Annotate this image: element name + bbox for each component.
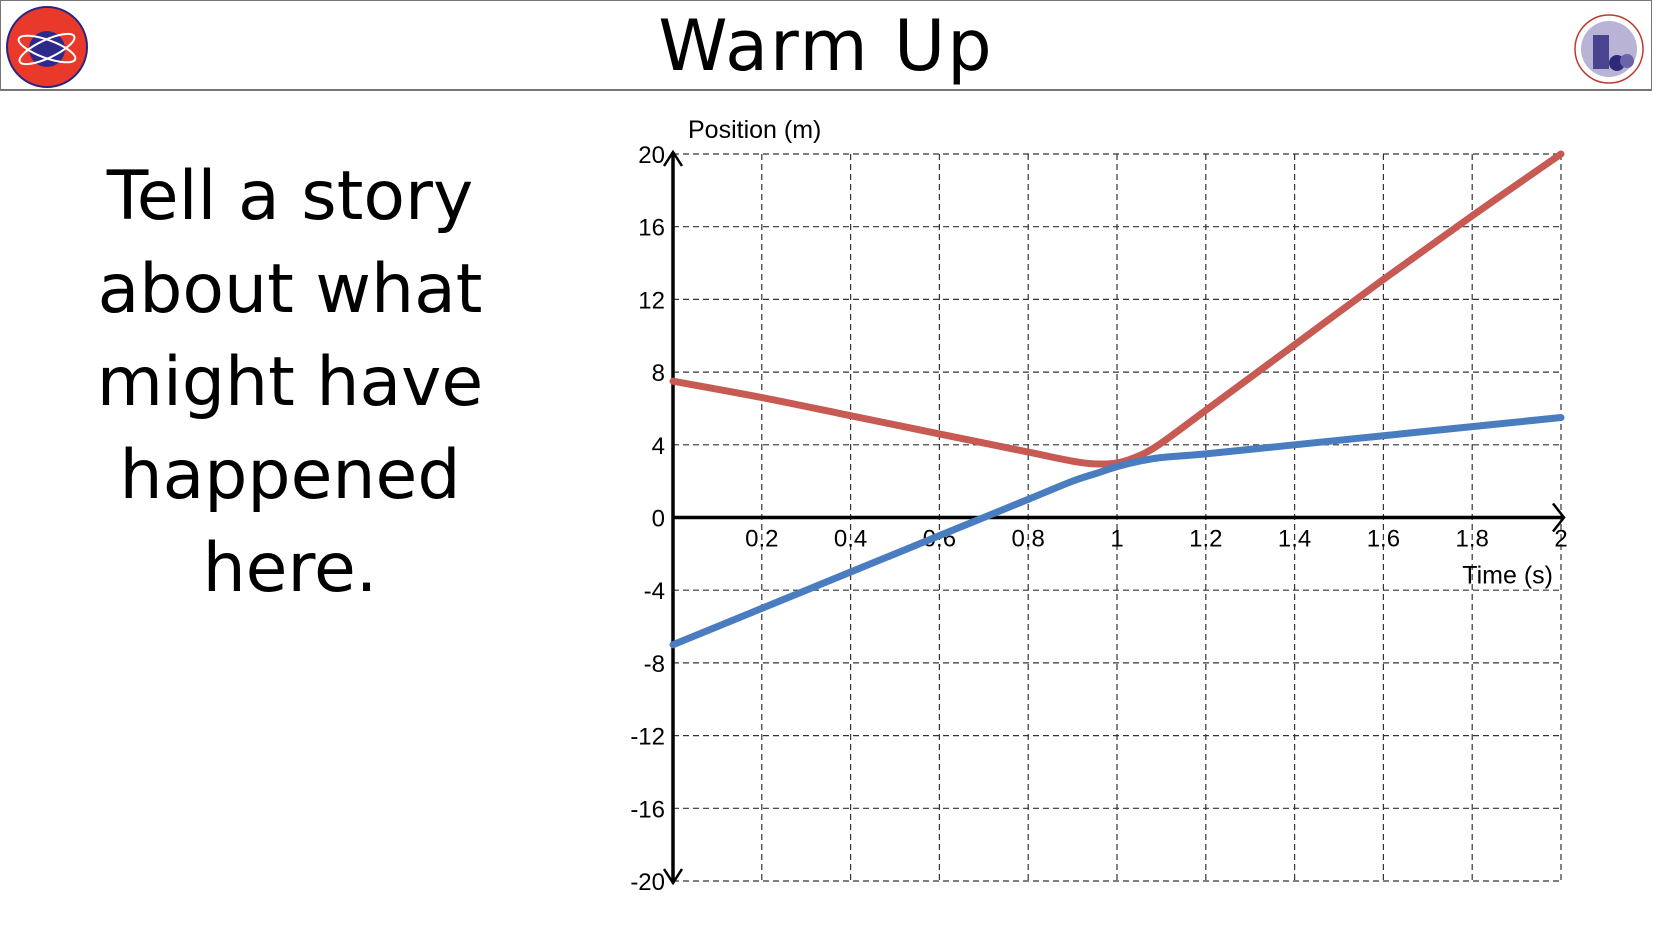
x-tick-label: 2 xyxy=(1554,526,1567,553)
series-line-blue xyxy=(669,414,1565,649)
y-axis-up-arrow-icon xyxy=(662,149,684,167)
warm-up-prompt: Tell a story about what might have happe… xyxy=(10,150,570,615)
x-tick-label: 0.8 xyxy=(1012,526,1045,553)
prompt-line: Tell a story xyxy=(106,157,474,236)
y-tick-label: 20 xyxy=(638,142,665,169)
x-tick-label: 0.4 xyxy=(834,526,867,553)
somerville-public-schools-logo xyxy=(1574,14,1644,84)
y-tick-label: -4 xyxy=(644,578,665,605)
x-tick-label: 1.8 xyxy=(1456,526,1489,553)
y-tick-label: -16 xyxy=(630,796,665,823)
y-tick-label: 12 xyxy=(638,287,665,314)
x-tick-label: 1.4 xyxy=(1278,526,1311,553)
y-tick-label: 4 xyxy=(652,433,665,460)
y-tick-label: 16 xyxy=(638,215,665,242)
x-tick-label: 1.6 xyxy=(1367,526,1400,553)
page-title: Warm Up xyxy=(658,5,994,87)
x-axis-label: Time (s) xyxy=(1462,562,1553,590)
y-tick-label: 0 xyxy=(652,506,665,533)
y-tick-label: -8 xyxy=(644,651,665,678)
prompt-line: here. xyxy=(202,529,378,608)
prompt-line: might have xyxy=(96,343,484,422)
header-bar: Warm Up xyxy=(0,0,1652,91)
prompt-line: happened xyxy=(119,436,461,515)
y-axis-label: Position (m) xyxy=(688,116,821,144)
x-tick-label: 1.2 xyxy=(1189,526,1222,553)
x-tick-label: 1 xyxy=(1110,526,1123,553)
y-axis-down-arrow-icon xyxy=(662,868,684,886)
y-tick-label: -20 xyxy=(630,869,665,896)
y-tick-label: -12 xyxy=(630,724,665,751)
shs-science-logo xyxy=(6,6,88,88)
prompt-line: about what xyxy=(97,250,483,329)
x-tick-label: 0.2 xyxy=(745,526,778,553)
y-tick-label: 8 xyxy=(652,360,665,387)
x-axis-arrow-icon xyxy=(1552,502,1566,533)
